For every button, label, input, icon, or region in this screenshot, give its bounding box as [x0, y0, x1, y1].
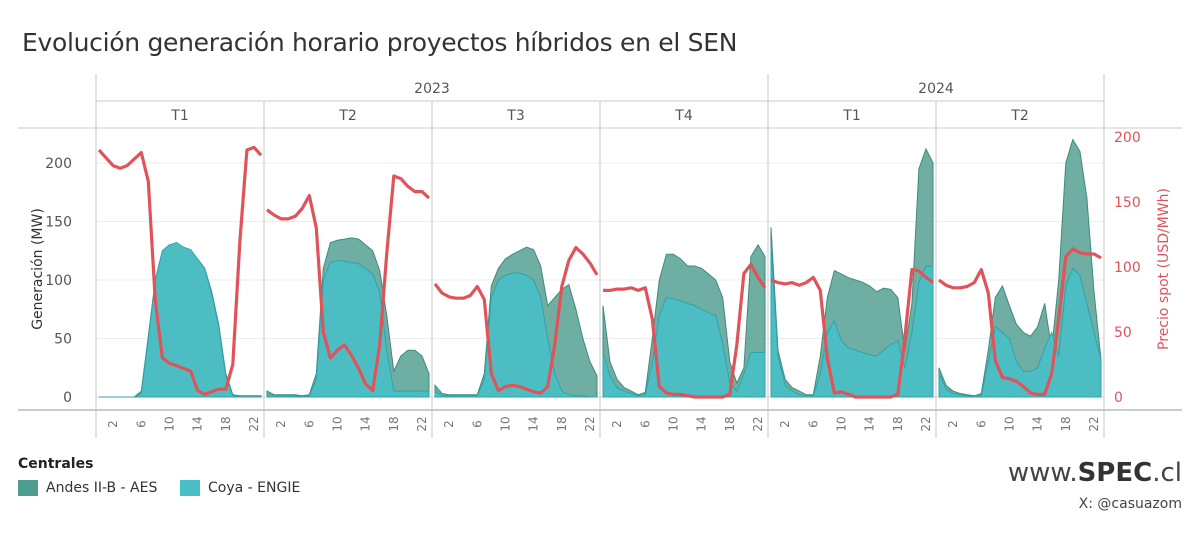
x-tick-label: 14: [191, 416, 205, 431]
social-handle: X: @casuazom: [1078, 496, 1182, 512]
legend-label-andes: Andes II-B - AES: [46, 480, 158, 496]
quarter-label-2023-T1: T1: [170, 108, 188, 124]
x-tick-label: 14: [527, 416, 541, 431]
x-tick-label: 10: [834, 416, 848, 431]
x-tick-label: 18: [723, 416, 737, 431]
line-price-2024-T2: [938, 247, 1102, 396]
area-andes-2024-T2: [938, 138, 1102, 398]
area-coya-2023-T1: [99, 242, 261, 398]
area-coya-2023-T4: [602, 297, 766, 398]
x-tick-label: 22: [751, 416, 765, 431]
x-tick-label: 22: [247, 416, 261, 431]
x-tick-label: 2: [610, 420, 624, 428]
legend-swatch-andes: [18, 480, 38, 496]
area-coya-2023-T2: [266, 259, 430, 398]
x-tick-label: 10: [498, 416, 512, 431]
x-tick-label: 2: [274, 420, 288, 428]
line-price-2024-T1: [770, 268, 934, 399]
x-tick-label: 10: [162, 416, 176, 431]
x-tick-label: 10: [1002, 416, 1016, 431]
x-tick-label: 18: [555, 416, 569, 431]
y-tick-label-50: 50: [54, 332, 72, 348]
area-coya-2024-T1: [770, 244, 934, 398]
x-tick-label: 22: [919, 416, 933, 431]
chart-title: Evolución generación horario proyectos h…: [22, 28, 738, 57]
y2-axis-title: Precio spot (USD/MWh): [1156, 188, 1172, 350]
legend-label-coya: Coya - ENGIE: [208, 480, 301, 496]
y-tick-label-200: 200: [45, 156, 72, 172]
y-tick-label-100: 100: [45, 273, 72, 289]
quarter-label-2023-T4: T4: [674, 108, 693, 124]
x-tick-label: 14: [695, 416, 709, 431]
x-tick-label: 18: [387, 416, 401, 431]
x-tick-label: 2: [106, 420, 120, 428]
line-price-2023-T2: [266, 174, 431, 393]
x-tick-label: 22: [1087, 416, 1101, 431]
quarter-label-2024-T2: T2: [1010, 108, 1028, 124]
x-tick-label: 18: [219, 416, 233, 431]
x-tick-label: 18: [891, 416, 905, 431]
x-tick-label: 10: [330, 416, 344, 431]
area-coya-2023-T3: [434, 272, 597, 398]
x-tick-label: 14: [1031, 416, 1045, 431]
quarter-label-2023-T3: T3: [506, 108, 524, 124]
x-tick-label: 18: [1059, 416, 1073, 431]
y-tick-label-150: 150: [45, 215, 72, 231]
legend-item-andes[interactable]: Andes II-B - AES: [18, 480, 157, 496]
line-price-2023-T4: [603, 262, 767, 399]
year-label-2023: 2023: [414, 81, 450, 97]
x-tick-label: 6: [134, 420, 148, 428]
line-price-2023-T1: [97, 145, 263, 396]
brand-logo: www.SPEC.cl: [1007, 458, 1182, 488]
legend-swatch-coya: [180, 480, 200, 496]
x-tick-label: 6: [470, 420, 484, 428]
quarter-label-2024-T1: T1: [842, 108, 860, 124]
legend-item-coya[interactable]: Coya - ENGIE: [180, 480, 300, 496]
x-tick-label: 2: [946, 420, 960, 428]
x-tick-label: 6: [638, 420, 652, 428]
x-tick-label: 22: [415, 416, 429, 431]
y-tick-label-0: 0: [63, 390, 72, 406]
legend-title: Centrales: [18, 456, 94, 472]
x-tick-label: 6: [806, 420, 820, 428]
y2-tick-label-150: 150: [1114, 195, 1141, 211]
y2-tick-label-50: 50: [1114, 325, 1132, 341]
line-price-2023-T3: [433, 245, 599, 395]
x-tick-label: 6: [974, 420, 988, 428]
area-andes-2024-T1: [770, 147, 934, 398]
x-tick-label: 2: [778, 420, 792, 428]
x-tick-label: 14: [863, 416, 877, 431]
y-axis-title: Generación (MW): [30, 208, 46, 330]
y2-tick-label-100: 100: [1114, 260, 1141, 276]
year-label-2024: 2024: [918, 81, 954, 97]
x-tick-label: 22: [583, 416, 597, 431]
quarter-label-2023-T2: T2: [338, 108, 356, 124]
area-coya-2024-T2: [938, 267, 1102, 398]
x-tick-label: 2: [442, 420, 456, 428]
x-tick-label: 10: [666, 416, 680, 431]
x-tick-label: 14: [359, 416, 373, 431]
y2-tick-label-0: 0: [1114, 390, 1123, 406]
y2-tick-label-200: 200: [1114, 130, 1141, 146]
x-tick-label: 6: [302, 420, 316, 428]
